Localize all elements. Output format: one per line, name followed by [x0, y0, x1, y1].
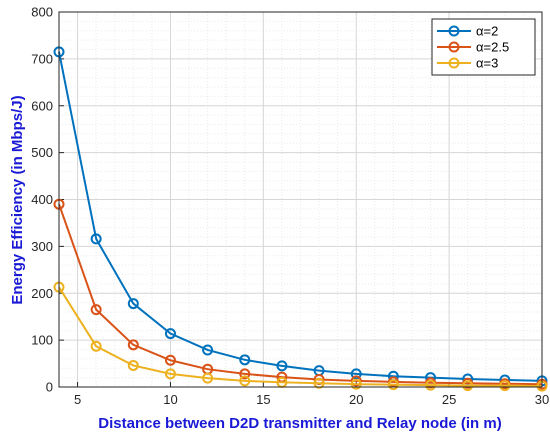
- data-point: [202, 372, 214, 384]
- y-tick-label: 600: [31, 98, 53, 113]
- x-tick-label: 30: [535, 392, 549, 407]
- x-tick-labels: 5 10 15 20 25 30: [74, 392, 549, 407]
- data-point: [350, 378, 362, 390]
- data-point: [90, 340, 102, 352]
- x-tick-label: 25: [442, 392, 456, 407]
- x-axis-label: Distance between D2D transmitter and Rel…: [98, 415, 501, 432]
- data-point: [202, 344, 214, 356]
- minor-grid: [58, 12, 542, 387]
- x-tick-label: 15: [256, 392, 270, 407]
- data-point: [425, 379, 437, 391]
- legend-item: α=2.5: [437, 40, 509, 55]
- legend-item: α=3: [437, 56, 498, 71]
- legend: α=2α=2.5α=3: [431, 18, 536, 76]
- y-tick-label: 800: [31, 5, 53, 20]
- y-tick-label: 100: [31, 333, 53, 348]
- y-tick-label: 300: [31, 239, 53, 254]
- series-line: [58, 286, 543, 388]
- y-tick-label: 700: [31, 51, 53, 66]
- legend-label: α=2: [476, 24, 498, 39]
- x-tick-label: 5: [74, 392, 81, 407]
- data-point: [350, 368, 362, 380]
- legend-swatch-marker: [448, 57, 460, 69]
- data-point: [127, 359, 139, 371]
- y-tick-labels: 0 100 200 300 400 500 600 700 800: [31, 5, 53, 395]
- y-tick-label: 400: [31, 192, 53, 207]
- y-tick-label: 500: [31, 145, 53, 160]
- data-point: [313, 377, 325, 389]
- series-line: [58, 51, 543, 382]
- data-point: [164, 354, 176, 366]
- y-tick-label: 200: [31, 286, 53, 301]
- y-tick-label: 0: [46, 380, 53, 395]
- data-point: [127, 339, 139, 351]
- data-point: [350, 375, 362, 387]
- data-point: [387, 379, 399, 391]
- data-point: [90, 233, 102, 245]
- x-tick-label: 20: [349, 392, 363, 407]
- legend-swatch-marker: [448, 41, 460, 53]
- data-point: [462, 380, 474, 392]
- data-point: [127, 298, 139, 310]
- data-point: [164, 368, 176, 380]
- plot-frame: [58, 11, 543, 388]
- y-axis-label: Energy Efficiency (in Mbps/J): [9, 95, 26, 304]
- series-layer: [53, 46, 548, 392]
- legend-label: α=3: [476, 56, 498, 71]
- data-point: [239, 368, 251, 380]
- legend-item: α=2: [437, 24, 498, 39]
- data-point: [239, 354, 251, 366]
- data-point: [90, 304, 102, 316]
- legend-swatch-marker: [448, 25, 460, 37]
- data-point: [164, 328, 176, 340]
- data-point: [239, 375, 251, 387]
- legend-label: α=2.5: [476, 40, 509, 55]
- series-line: [58, 203, 543, 386]
- x-tick-label: 10: [163, 392, 177, 407]
- data-point: [276, 360, 288, 372]
- data-point: [499, 380, 511, 392]
